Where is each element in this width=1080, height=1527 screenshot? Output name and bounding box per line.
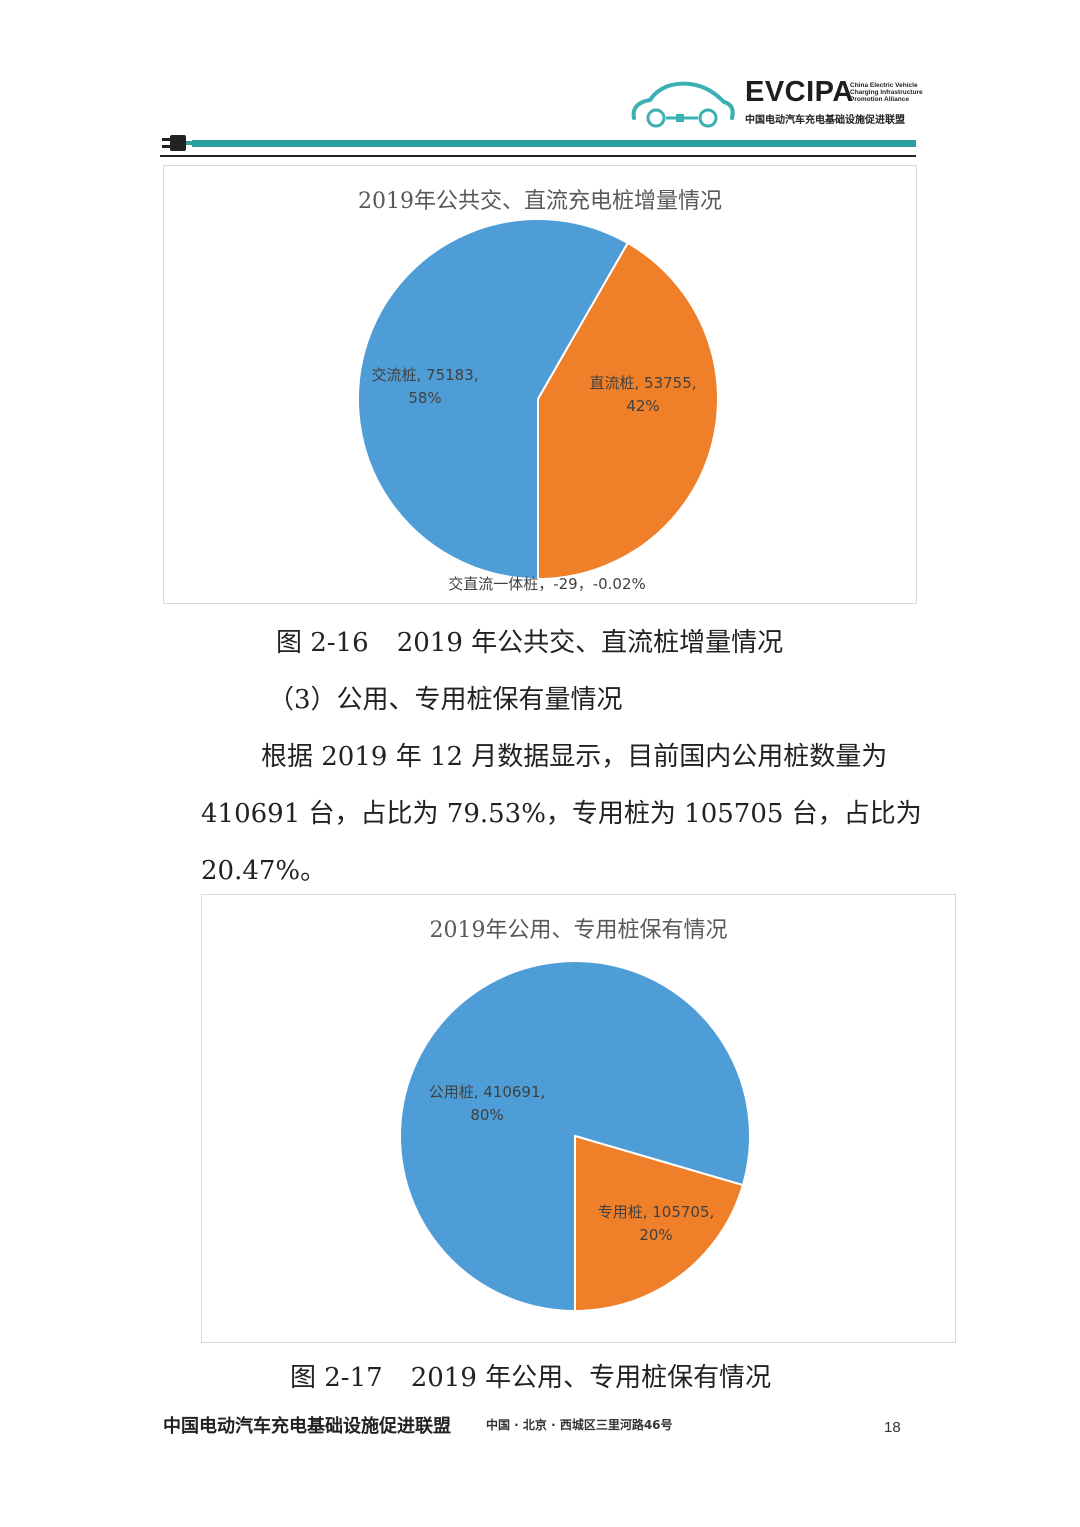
brand-chinese-name: 中国电动汽车充电基础设施促进联盟 xyxy=(745,115,905,126)
figure-caption-2-16: 图 2-16 2019 年公共交、直流桩增量情况 xyxy=(276,622,783,659)
figure-number: 图 2-16 xyxy=(276,628,369,658)
figure-caption-2-17: 图 2-17 2019 年公用、专用桩保有情况 xyxy=(290,1357,771,1394)
pie-chart: 公用桩, 410691, 80% 专用桩, 105705, 20% xyxy=(399,960,751,1313)
page-number: 18 xyxy=(884,1419,901,1436)
pie-slice-ac xyxy=(357,218,630,581)
data-label-private-line1: 专用桩, 105705, xyxy=(598,1203,715,1221)
paragraph-line-1: 根据 2019 年 12 月数据显示，目前国内公用桩数量为 xyxy=(261,742,888,772)
data-label-dc-line1: 直流桩, 53755, xyxy=(589,374,696,392)
pie-slice-dc xyxy=(537,241,719,581)
pie-slice-private xyxy=(574,1134,745,1313)
footer-organization: 中国电动汽车充电基础设施促进联盟 xyxy=(163,1416,451,1437)
data-label-public-line1: 公用桩, 410691, xyxy=(429,1083,546,1101)
chart-title: 2019年公用、专用桩保有情况 xyxy=(429,918,728,943)
figure-title: 2019 年公用、专用桩保有情况 xyxy=(410,1363,772,1393)
chart-public-private-stock: 2019年公用、专用桩保有情况 公用桩, 410691, 80% 专用桩, 10… xyxy=(201,894,956,1343)
brand-english-name: China Electric Vehicle Charging Infrastr… xyxy=(850,82,923,103)
header-divider xyxy=(160,155,916,157)
data-label-ac-line2: 58% xyxy=(408,389,441,407)
data-label-private-line2: 20% xyxy=(639,1226,672,1244)
data-label-ac-line1: 交流桩, 75183, xyxy=(371,366,478,384)
data-label-acdc: 交直流一体桩，-29，-0.02% xyxy=(448,575,646,593)
figure-number: 图 2-17 xyxy=(290,1363,383,1393)
figure-title: 2019 年公共交、直流桩增量情况 xyxy=(396,628,784,658)
paragraph-line-2: 410691 台，占比为 79.53%，专用桩为 105705 台，占比为 xyxy=(201,799,922,829)
pie-chart: 交流桩, 75183, 58% 直流桩, 53755, 42% 交直流一体桩，-… xyxy=(357,218,719,593)
data-label-dc-line2: 42% xyxy=(626,397,659,415)
brand-name: EVCIPA xyxy=(745,76,854,108)
evcipa-car-logo-icon xyxy=(631,81,735,128)
header-accent-bar xyxy=(192,140,916,147)
paragraph-line-3: 20.47%。 xyxy=(201,856,327,886)
section-subheading: （3）公用、专用桩保有量情况 xyxy=(268,685,623,715)
footer-address: 中国 · 北京 · 西城区三里河路46号 xyxy=(486,1418,673,1432)
chart-ac-dc-increment: 2019年公共交、直流充电桩增量情况 交流桩, 75183, 58% 直流桩, … xyxy=(163,165,917,604)
chart-title: 2019年公共交、直流充电桩增量情况 xyxy=(358,189,722,214)
data-label-public-line2: 80% xyxy=(470,1106,503,1124)
